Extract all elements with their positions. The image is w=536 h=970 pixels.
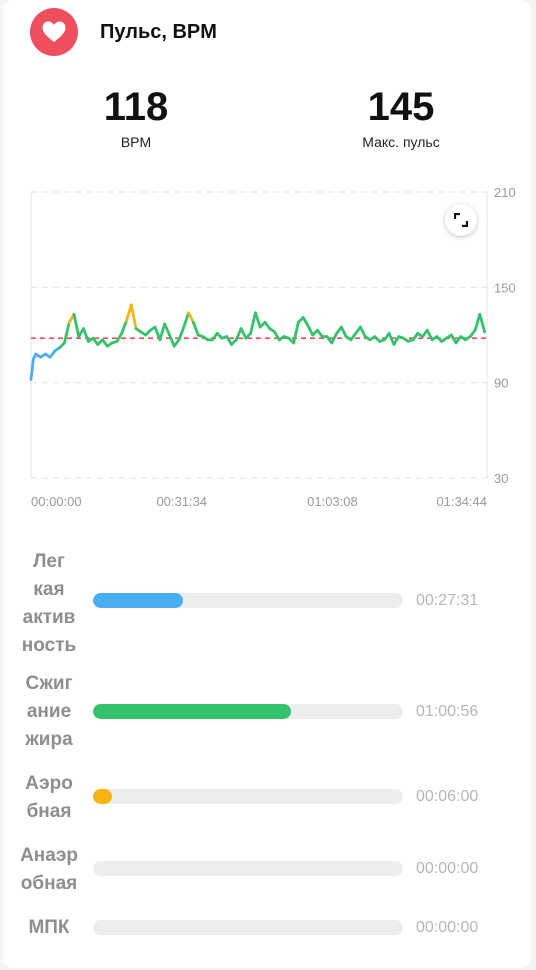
zone-progress-fill — [93, 789, 112, 804]
zone-duration: 01:00:56 — [416, 703, 479, 720]
expand-icon — [454, 213, 468, 227]
x-tick-label: 01:03:08 — [307, 494, 358, 509]
heart-rate-segment — [301, 316, 310, 327]
heart-rate-segment — [29, 357, 35, 381]
zone-duration: 00:00:00 — [416, 919, 479, 936]
heart-rate-card: Пульс, BPM 118 BPM 145 Макс. пульс — [3, 0, 531, 968]
heart-rate-segment — [163, 322, 171, 337]
x-tick-label: 00:00:00 — [31, 494, 82, 509]
zone-progress-fill — [93, 704, 292, 719]
heart-rate-segment — [182, 311, 191, 329]
heart-rate-segment — [273, 330, 281, 342]
x-tick-label: 00:31:34 — [156, 494, 207, 509]
zone-label: Лег кая актив ность — [21, 551, 77, 656]
zone-label: МПК — [28, 917, 70, 938]
heart-rate-segment — [249, 311, 257, 335]
max-bpm-label: Макс. пульс — [362, 134, 440, 150]
zone-progress-bar — [93, 593, 403, 608]
max-bpm-value: 145 — [367, 85, 435, 129]
heart-rate-segment — [234, 327, 243, 342]
heart-rate-segment — [191, 320, 200, 337]
heart-badge — [30, 8, 78, 56]
zone-progress-bar — [93, 920, 403, 935]
average-bpm-stat: 118 BPM — [56, 84, 216, 150]
heart-rate-segment — [72, 312, 81, 339]
y-tick-label: 90 — [494, 376, 508, 391]
heart-rate-segment — [158, 322, 167, 342]
average-bpm-value: 118 — [103, 85, 169, 129]
heart-rate-segment — [129, 303, 138, 331]
heart-rate-segment — [82, 327, 90, 343]
heart-rate-segment — [359, 325, 367, 339]
zone-label: Аэро бная — [25, 773, 73, 822]
card-title: Пульс, BPM — [100, 20, 217, 43]
heart-rate-chart: 210 150 90 30 00:00:00 00:31:34 01:03:08 01:34:… — [29, 185, 516, 509]
y-tick-label: 30 — [494, 471, 508, 486]
heart-rate-segment — [387, 331, 396, 346]
y-tick-label: 150 — [494, 280, 516, 295]
heart-icon — [42, 21, 66, 42]
heart-rate-segment — [292, 320, 300, 345]
heart-rate-segment — [187, 311, 195, 324]
heart-rate-segment — [473, 312, 482, 332]
zone-label: Анаэр обная — [20, 845, 78, 894]
average-bpm-label: BPM — [120, 134, 152, 150]
heart-rate-segment — [478, 312, 487, 334]
heart-rate-segment — [63, 320, 71, 345]
zone-progress-bar — [93, 861, 403, 876]
zone-progress-bar — [93, 704, 403, 719]
heart-rate-segment — [392, 335, 401, 346]
heart-rate-segment — [306, 324, 315, 337]
heart-rate-segment — [330, 331, 339, 345]
zone-progress-fill — [93, 593, 183, 608]
heart-rate-segment — [253, 311, 262, 329]
heart-rate-segment — [425, 328, 434, 342]
zone-duration: 00:00:00 — [416, 860, 479, 877]
zone-progress-bar — [93, 789, 403, 804]
zone-duration: 00:06:00 — [416, 788, 479, 805]
max-bpm-stat: 145 Макс. пульс — [321, 84, 481, 150]
heart-rate-segment — [449, 333, 458, 345]
heart-rate-segment — [120, 319, 128, 335]
heart-rate-segment — [339, 325, 348, 339]
heart-rate-segment — [177, 325, 186, 342]
heart-rate-segment — [115, 331, 124, 343]
zone-label: Сжиг ание жира — [25, 673, 73, 750]
x-tick-label: 01:34:44 — [436, 494, 487, 509]
heart-rate-segment — [239, 327, 248, 340]
heart-rate-segment — [168, 333, 176, 348]
expand-chart-button[interactable] — [445, 204, 477, 236]
zone-duration: 00:27:31 — [416, 592, 479, 609]
heart-rate-segment — [225, 335, 233, 346]
card-header: Пульс, BPM — [30, 8, 217, 56]
y-tick-label: 210 — [494, 185, 516, 200]
